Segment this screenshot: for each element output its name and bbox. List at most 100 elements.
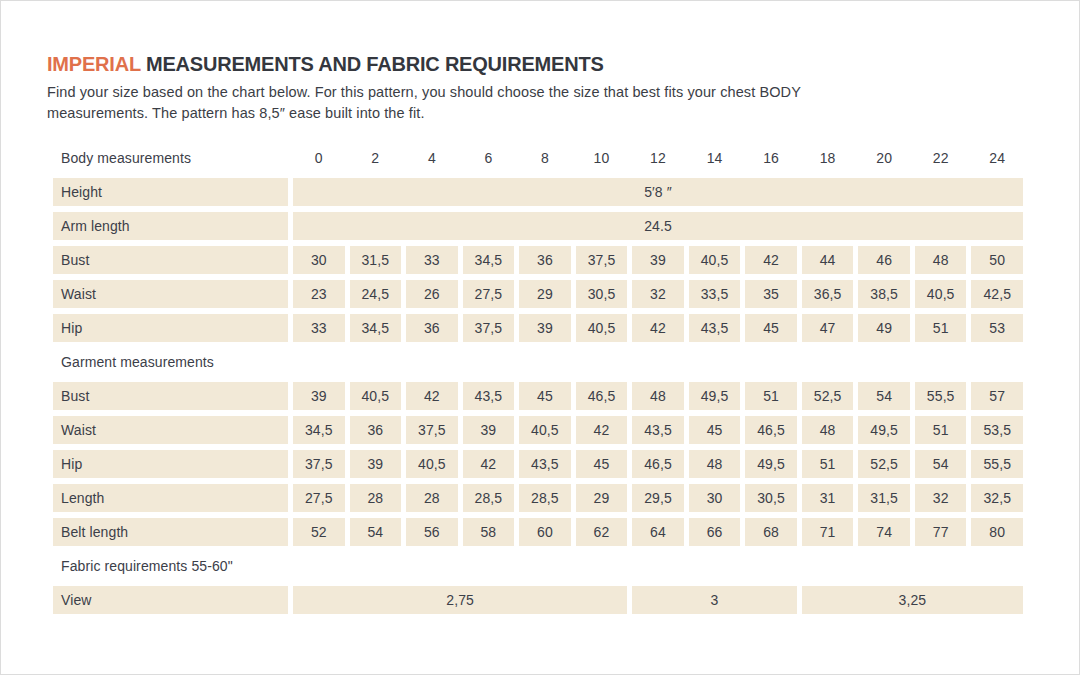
measurement-cell: 37,5: [406, 416, 458, 444]
measurement-cell: 32: [632, 280, 684, 308]
measurement-cell: 42: [406, 382, 458, 410]
measurement-cell: 24,5: [350, 280, 402, 308]
size-column-header: 22: [915, 144, 967, 172]
page-title-accent: IMPERIAL: [47, 53, 141, 75]
section-header: Garment measurements: [53, 348, 1023, 376]
measurement-cell: 47: [802, 314, 854, 342]
measurement-cell: 37,5: [576, 246, 628, 274]
measurement-cell: 52: [293, 518, 345, 546]
measurement-cell: 40,5: [915, 280, 967, 308]
measurement-span-cell: 5′8 ″: [293, 178, 1023, 206]
size-column-header: 8: [519, 144, 571, 172]
measurement-cell: 55,5: [971, 450, 1023, 478]
measurement-cell: 48: [689, 450, 741, 478]
measurement-cell: 58: [463, 518, 515, 546]
measurement-cell: 44: [802, 246, 854, 274]
measurement-cell: 45: [519, 382, 571, 410]
page-title-rest: MEASUREMENTS AND FABRIC REQUIREMENTS: [146, 53, 604, 75]
measurement-cell: 39: [350, 450, 402, 478]
measurement-cell: 53,5: [971, 416, 1023, 444]
row-label: Bust: [53, 246, 288, 274]
measurement-cell: 51: [745, 382, 797, 410]
measurement-cell: 40,5: [350, 382, 402, 410]
row-label: View: [53, 586, 288, 614]
measurement-cell: 30: [293, 246, 345, 274]
measurement-cell: 49,5: [745, 450, 797, 478]
measurement-cell: 51: [802, 450, 854, 478]
measurement-cell: 68: [745, 518, 797, 546]
measurement-span-cell: 2,75: [293, 586, 627, 614]
measurement-cell: 52,5: [858, 450, 910, 478]
measurement-cell: 46: [858, 246, 910, 274]
measurement-cell: 53: [971, 314, 1023, 342]
measurement-cell: 42: [632, 314, 684, 342]
measurement-cell: 50: [971, 246, 1023, 274]
measurement-cell: 30,5: [745, 484, 797, 512]
measurement-cell: 40,5: [406, 450, 458, 478]
measurement-cell: 29: [576, 484, 628, 512]
size-column-header: 16: [745, 144, 797, 172]
measurement-cell: 28,5: [463, 484, 515, 512]
measurement-cell: 37,5: [293, 450, 345, 478]
measurement-span-cell: 3: [632, 586, 797, 614]
intro-text-line-1: Find your size based on the chart below.…: [47, 84, 801, 100]
measurement-cell: 54: [350, 518, 402, 546]
page-title: IMPERIAL MEASUREMENTS AND FABRIC REQUIRE…: [47, 53, 1079, 76]
measurement-cell: 49: [858, 314, 910, 342]
measurement-cell: 31,5: [858, 484, 910, 512]
measurement-cell: 46,5: [576, 382, 628, 410]
measurement-cell: 34,5: [350, 314, 402, 342]
measurement-cell: 32: [915, 484, 967, 512]
measurement-cell: 36: [406, 314, 458, 342]
measurement-cell: 40,5: [519, 416, 571, 444]
row-label: Belt length: [53, 518, 288, 546]
measurement-cell: 36: [350, 416, 402, 444]
measurement-cell: 74: [858, 518, 910, 546]
measurement-span-cell: 3,25: [802, 586, 1023, 614]
size-column-header: 20: [858, 144, 910, 172]
row-label: Waist: [53, 416, 288, 444]
measurement-cell: 42,5: [971, 280, 1023, 308]
measurement-cell: 48: [915, 246, 967, 274]
column-header-body-measurements: Body measurements: [53, 144, 288, 172]
measurement-cell: 31: [802, 484, 854, 512]
measurement-cell: 28: [406, 484, 458, 512]
measurement-cell: 26: [406, 280, 458, 308]
measurement-cell: 54: [858, 382, 910, 410]
measurement-cell: 71: [802, 518, 854, 546]
measurement-cell: 55,5: [915, 382, 967, 410]
measurement-cell: 33: [406, 246, 458, 274]
size-column-header: 2: [350, 144, 402, 172]
measurement-cell: 39: [293, 382, 345, 410]
measurement-cell: 23: [293, 280, 345, 308]
measurement-cell: 27,5: [293, 484, 345, 512]
measurement-cell: 45: [745, 314, 797, 342]
measurement-cell: 46,5: [745, 416, 797, 444]
size-column-header: 0: [293, 144, 345, 172]
measurement-cell: 42: [463, 450, 515, 478]
row-label: Arm length: [53, 212, 288, 240]
size-column-header: 24: [971, 144, 1023, 172]
measurement-cell: 36: [519, 246, 571, 274]
measurement-cell: 29: [519, 280, 571, 308]
measurement-cell: 52,5: [802, 382, 854, 410]
measurement-cell: 49,5: [858, 416, 910, 444]
measurement-cell: 43,5: [689, 314, 741, 342]
measurement-cell: 48: [802, 416, 854, 444]
size-chart-table: Body measurements024681012141618202224He…: [53, 144, 1023, 614]
measurement-cell: 30: [689, 484, 741, 512]
size-column-header: 10: [576, 144, 628, 172]
measurement-cell: 43,5: [632, 416, 684, 444]
size-column-header: 6: [463, 144, 515, 172]
measurement-cell: 28: [350, 484, 402, 512]
measurement-cell: 49,5: [689, 382, 741, 410]
measurement-cell: 51: [915, 314, 967, 342]
page: IMPERIAL MEASUREMENTS AND FABRIC REQUIRE…: [1, 1, 1079, 614]
measurement-cell: 77: [915, 518, 967, 546]
measurement-cell: 64: [632, 518, 684, 546]
size-column-header: 14: [689, 144, 741, 172]
row-label: Waist: [53, 280, 288, 308]
measurement-cell: 56: [406, 518, 458, 546]
measurement-cell: 45: [689, 416, 741, 444]
measurement-cell: 34,5: [293, 416, 345, 444]
